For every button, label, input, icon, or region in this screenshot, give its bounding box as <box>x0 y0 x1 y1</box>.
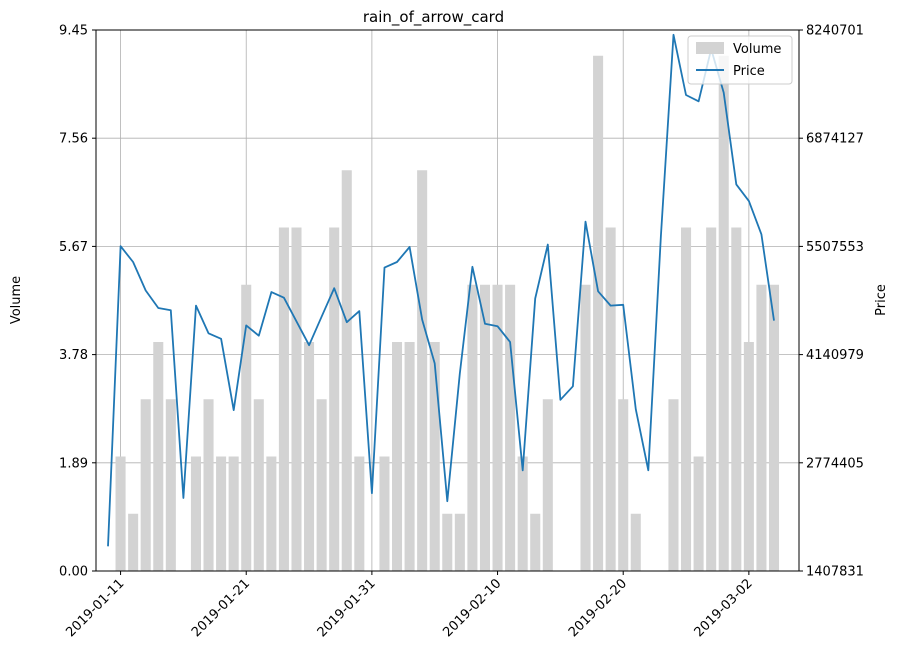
x-tick-label: 2019-01-21 <box>189 576 253 640</box>
y-tick-label-right: 4140979 <box>806 348 864 363</box>
volume-bar <box>467 284 478 571</box>
y-tick-label-left: 1.89 <box>59 456 88 471</box>
volume-bar <box>768 284 780 571</box>
y-tick-label-left: 0.00 <box>59 565 88 580</box>
volume-bar <box>379 456 390 571</box>
volume-bar <box>341 170 352 571</box>
volume-bar <box>216 456 227 571</box>
y-tick-label-right: 8240701 <box>806 24 864 39</box>
y-tick-label-left: 9.45 <box>59 24 88 39</box>
legend-price-label: Price <box>733 64 765 79</box>
volume-bar <box>618 399 629 571</box>
volume-bar <box>115 456 126 571</box>
volume-bar <box>278 227 289 571</box>
volume-bar <box>693 456 704 571</box>
grid <box>96 29 799 572</box>
y-tick-label-left: 3.78 <box>59 348 88 363</box>
left-y-axis: 0.00 1.89 3.78 5.67 7.56 9.45 <box>59 24 96 580</box>
volume-bar <box>165 399 176 571</box>
y-axis-label-left: Volume <box>9 276 24 324</box>
y-tick-label-right: 5507553 <box>806 240 864 255</box>
x-tick-label: 2019-03-02 <box>692 576 756 640</box>
volume-bar <box>316 399 327 571</box>
volume-bar <box>580 284 591 571</box>
volume-bar <box>743 342 754 571</box>
x-tick-label: 2019-02-20 <box>566 576 630 640</box>
volume-bar <box>731 227 742 571</box>
y-tick-label-right: 1407831 <box>806 565 864 580</box>
volume-bar <box>153 342 164 571</box>
volume-bar <box>668 399 679 571</box>
volume-bar <box>391 342 403 571</box>
volume-bar <box>404 342 415 571</box>
volume-bar <box>542 399 553 571</box>
volume-bar <box>605 227 616 571</box>
x-tick-label: 2019-01-31 <box>315 576 379 640</box>
y-tick-label-right: 2774405 <box>806 456 864 471</box>
chart-title: rain_of_arrow_card <box>363 8 504 27</box>
y-tick-label-left: 7.56 <box>59 132 88 147</box>
plot-frame <box>95 29 800 572</box>
price-line <box>107 33 775 547</box>
x-tick-label: 2019-01-11 <box>63 576 127 640</box>
volume-bar <box>203 399 214 571</box>
x-axis: 2019-01-11 2019-01-21 2019-01-31 2019-02-10… <box>63 571 756 640</box>
legend-volume-swatch <box>696 42 724 54</box>
volume-bar <box>354 456 365 571</box>
volume-bar <box>140 399 151 571</box>
legend-volume-label: Volume <box>733 42 781 57</box>
volume-bar <box>756 284 767 571</box>
volume-bars <box>115 55 780 572</box>
volume-bar <box>593 55 604 572</box>
volume-bar <box>681 227 692 571</box>
y-axis-label-right: Price <box>874 284 889 316</box>
volume-bar <box>454 513 465 571</box>
volume-bar <box>706 227 717 571</box>
volume-bar <box>266 456 277 571</box>
volume-bar <box>128 513 139 571</box>
volume-bar <box>329 227 340 571</box>
volume-bar <box>291 227 302 571</box>
volume-bar <box>417 170 428 571</box>
volume-bar <box>718 55 729 572</box>
volume-bar <box>517 456 528 571</box>
price-series-line <box>107 33 775 547</box>
volume-bar <box>479 284 491 571</box>
volume-bar <box>492 284 503 571</box>
x-tick-label: 2019-02-10 <box>440 576 504 640</box>
volume-bar <box>190 456 201 571</box>
y-tick-label-left: 5.67 <box>59 240 88 255</box>
y-tick-label-right: 6874127 <box>806 132 864 147</box>
right-y-axis: 1407831 2774405 4140979 5507553 6874127 82407… <box>799 24 864 580</box>
volume-bar <box>304 342 315 571</box>
legend: Volume Price <box>687 35 793 85</box>
volume-bar <box>429 342 440 571</box>
volume-bar <box>228 456 239 571</box>
volume-bar <box>253 399 264 571</box>
volume-bar <box>241 284 252 571</box>
volume-bar <box>442 513 453 571</box>
volume-bar <box>505 284 516 571</box>
volume-bar <box>530 513 541 571</box>
volume-bar <box>630 513 641 571</box>
